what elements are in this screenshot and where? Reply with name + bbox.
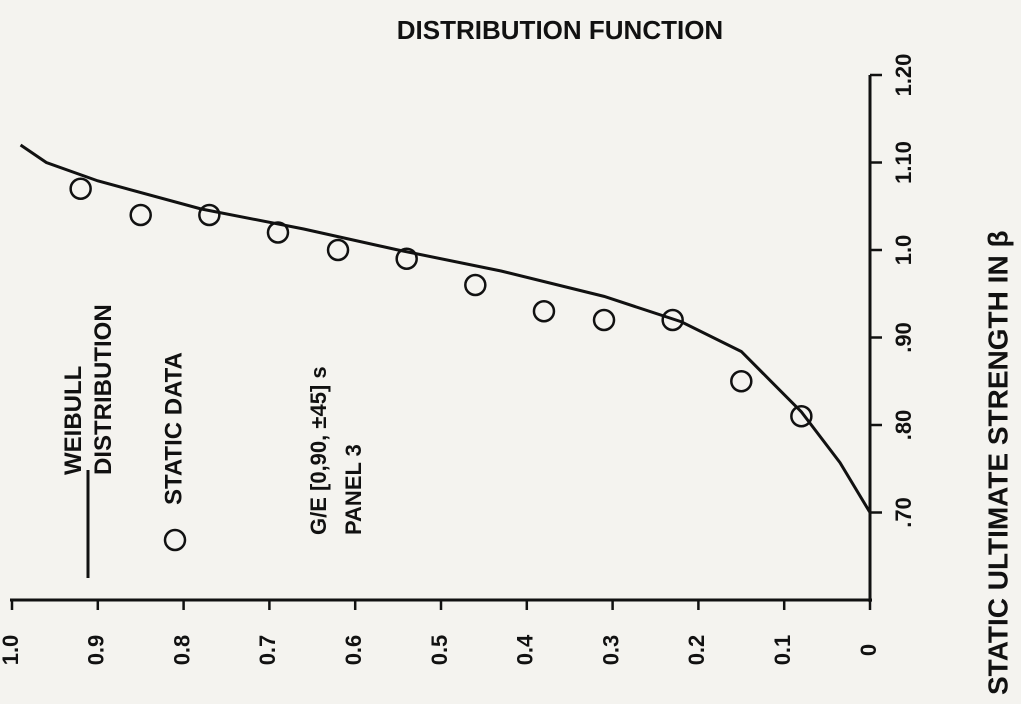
annotation: G/E [0,90, ±45] s <box>306 366 331 535</box>
y-tick-label: 1.0 <box>0 635 23 666</box>
axis-label: STATIC ULTIMATE STRENGTH IN β <box>982 230 1013 695</box>
y-tick-label: 0.9 <box>84 635 109 666</box>
weibull-curve <box>19 143 872 514</box>
x-tick-label: 1.20 <box>891 54 916 97</box>
data-point <box>198 203 221 227</box>
y-tick-label: 0.8 <box>169 635 194 666</box>
data-point <box>661 308 684 332</box>
data-point <box>532 300 556 323</box>
x-tick-label: .90 <box>891 322 916 353</box>
legend-marker <box>163 528 187 552</box>
data-point <box>326 238 350 262</box>
y-tick-label: 0.3 <box>598 635 623 666</box>
x-tick-label: 1.10 <box>891 141 916 184</box>
y-tick-label: 0 <box>856 644 881 656</box>
y-tick-label: 0.5 <box>427 635 452 666</box>
data-point <box>592 308 616 332</box>
data-point <box>730 370 753 393</box>
legend-label: WEIBULL DISTRIBUTION <box>60 304 117 475</box>
y-tick-label: 0.7 <box>255 635 280 666</box>
data-point <box>129 203 152 227</box>
y-tick-label: 0.1 <box>770 635 795 666</box>
y-tick-label: 0.4 <box>513 634 538 665</box>
data-point <box>790 405 813 428</box>
x-tick-label: 1.0 <box>891 235 916 266</box>
y-tick-label: 0.6 <box>341 635 366 666</box>
x-tick-label: .70 <box>891 497 916 528</box>
annotation: PANEL 3 <box>341 444 366 535</box>
data-point <box>266 221 290 244</box>
chart-title: DISTRIBUTION FUNCTION <box>397 15 723 45</box>
data-point <box>464 273 487 297</box>
legend-label: STATIC DATA <box>160 352 187 505</box>
y-tick-label: 0.2 <box>684 635 709 666</box>
data-point <box>69 177 92 200</box>
data-point <box>395 247 418 270</box>
x-tick-label: .80 <box>891 410 916 441</box>
